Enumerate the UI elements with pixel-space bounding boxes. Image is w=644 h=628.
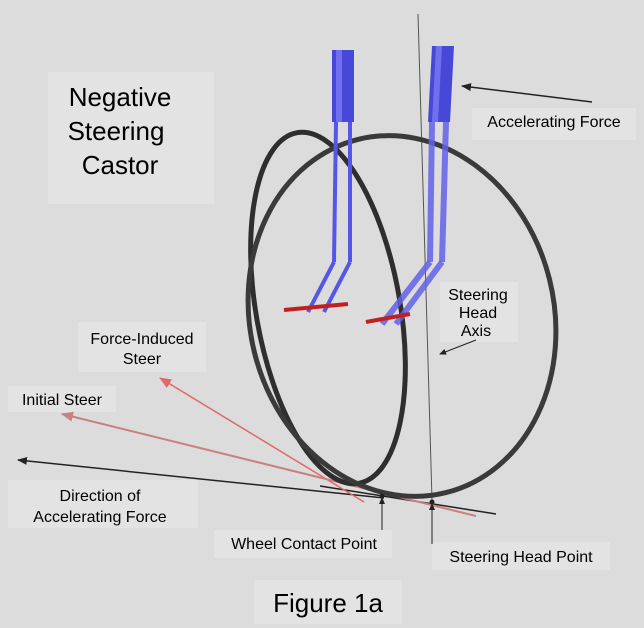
title-line-1: Negative [69,82,172,112]
accelerating-force-label: Accelerating Force [487,114,620,131]
title-line-3: Castor [82,150,159,180]
direction-box [8,480,198,528]
title-box [48,72,214,204]
head-point-label: Steering Head Point [449,549,593,566]
contact-point-box [214,530,392,558]
force-steer-label-2: Steer [123,351,162,368]
initial-steer-box [8,386,116,412]
initial-steer-arrow [61,411,477,517]
caption-box [254,580,402,624]
steering-head-axis-line [417,13,433,501]
head-axis-label-1: Steering [448,287,508,304]
wheel-steered [245,133,559,499]
head-axis-label-3: Axis [461,323,491,340]
head-point-box [432,542,610,570]
head-axis-box [440,282,518,342]
wheel-contact-point [379,493,385,499]
direction-label-2: Accelerating Force [33,509,166,526]
title-line-2: Steering [68,116,165,146]
contact-point-label: Wheel Contact Point [231,536,377,553]
head-axis-pointer [439,339,477,355]
direction-label-1: Direction of [60,488,141,505]
fork-steered [365,46,454,326]
force-steer-box [78,322,206,372]
accel-force-box [472,108,636,140]
fork-initial [283,50,354,313]
force-steer-label-1: Force-Induced [90,331,193,348]
steering-head-point [429,499,435,505]
figure-caption: Figure 1a [273,588,383,618]
head-axis-label-2: Head [459,305,497,322]
force-induced-steer-arrow [159,377,365,503]
accelerating-force-arrow [461,83,593,103]
initial-steer-label: Initial Steer [22,392,103,409]
direction-arrow [17,456,385,499]
